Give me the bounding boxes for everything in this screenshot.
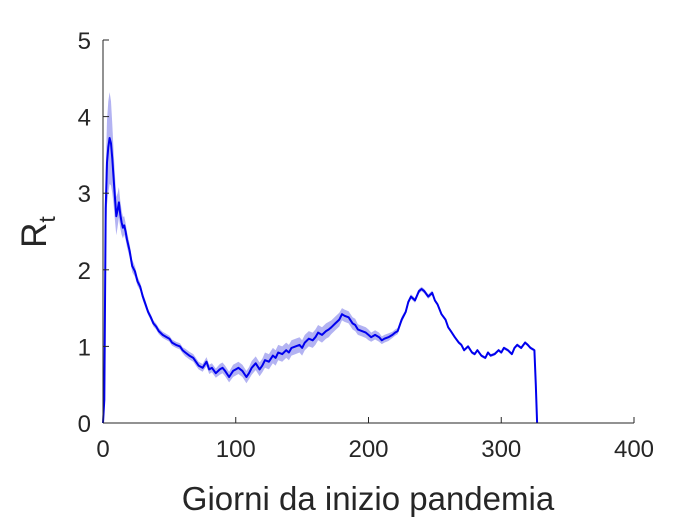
y-tick-label: 1 [78,334,91,361]
confidence-band [103,92,538,423]
y-tick-label: 3 [78,181,91,208]
plot-area [102,92,539,424]
x-tick-label: 100 [216,436,256,463]
x-tick-label: 0 [96,436,109,463]
y-axis-label-subscript: t [34,216,60,223]
y-axis-label-main: R [15,223,54,248]
y-tick-label: 5 [78,28,91,55]
y-ticks: 0 1 2 3 4 5 [78,28,109,438]
y-tick-label: 2 [78,258,91,285]
x-tick-label: 400 [614,436,654,463]
axes: 0 100 200 300 400 0 1 2 3 4 5 [78,28,654,463]
x-ticks: 0 100 200 300 400 [96,417,654,463]
y-tick-label: 4 [78,105,91,132]
x-axis-label: Giorni da inizio pandemia [182,480,555,517]
y-axis-label: Rt [15,216,60,248]
rt-series-line [102,137,539,424]
x-tick-label: 200 [348,436,388,463]
y-tick-label: 0 [78,411,91,438]
x-tick-label: 300 [481,436,521,463]
